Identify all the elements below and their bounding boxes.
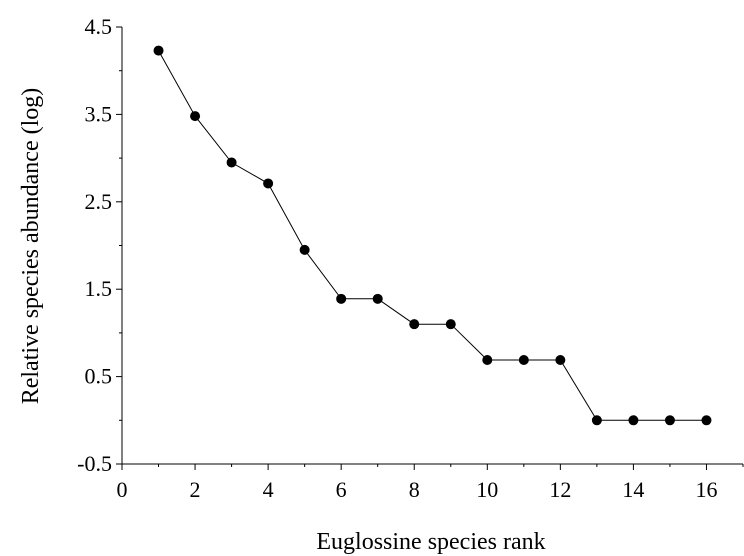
- y-tick-label: -0.5: [77, 451, 112, 476]
- x-tick-label: 4: [263, 477, 274, 502]
- x-tick-label: 0: [117, 477, 128, 502]
- data-point: [592, 415, 602, 425]
- y-tick-label: 1.5: [85, 276, 113, 301]
- x-axis-title: Euglossine species rank: [316, 529, 545, 555]
- data-point: [482, 355, 492, 365]
- axes: -0.5 0.5 1.5 2.5 3.5 4.5 0 2 4 6 8 10 12 14 16: [77, 14, 743, 502]
- data-point: [628, 415, 638, 425]
- y-tick-label: 4.5: [85, 14, 113, 39]
- data-point: [446, 319, 456, 329]
- data-point: [154, 46, 164, 56]
- x-tick-label: 10: [476, 477, 498, 502]
- data-point: [519, 355, 529, 365]
- data-point: [555, 355, 565, 365]
- data-point: [300, 245, 310, 255]
- data-point: [227, 157, 237, 167]
- data-point: [263, 178, 273, 188]
- y-tick-label: 2.5: [85, 189, 113, 214]
- data-point: [190, 111, 200, 121]
- series-layer: [154, 46, 712, 426]
- data-point: [373, 294, 383, 304]
- data-point: [409, 319, 419, 329]
- series-line: [159, 51, 707, 421]
- x-tick-label: 6: [336, 477, 347, 502]
- x-tick-label: 2: [190, 477, 201, 502]
- x-tick-label: 16: [695, 477, 717, 502]
- x-tick-label: 8: [409, 477, 420, 502]
- data-point: [665, 415, 675, 425]
- x-tick-label: 14: [622, 477, 644, 502]
- y-tick-label: 0.5: [85, 364, 113, 389]
- y-axis-title: Relative species abundance (log): [18, 88, 44, 405]
- y-tick-label: 3.5: [85, 101, 113, 126]
- x-tick-label: 12: [549, 477, 571, 502]
- data-point: [336, 294, 346, 304]
- data-point: [701, 415, 711, 425]
